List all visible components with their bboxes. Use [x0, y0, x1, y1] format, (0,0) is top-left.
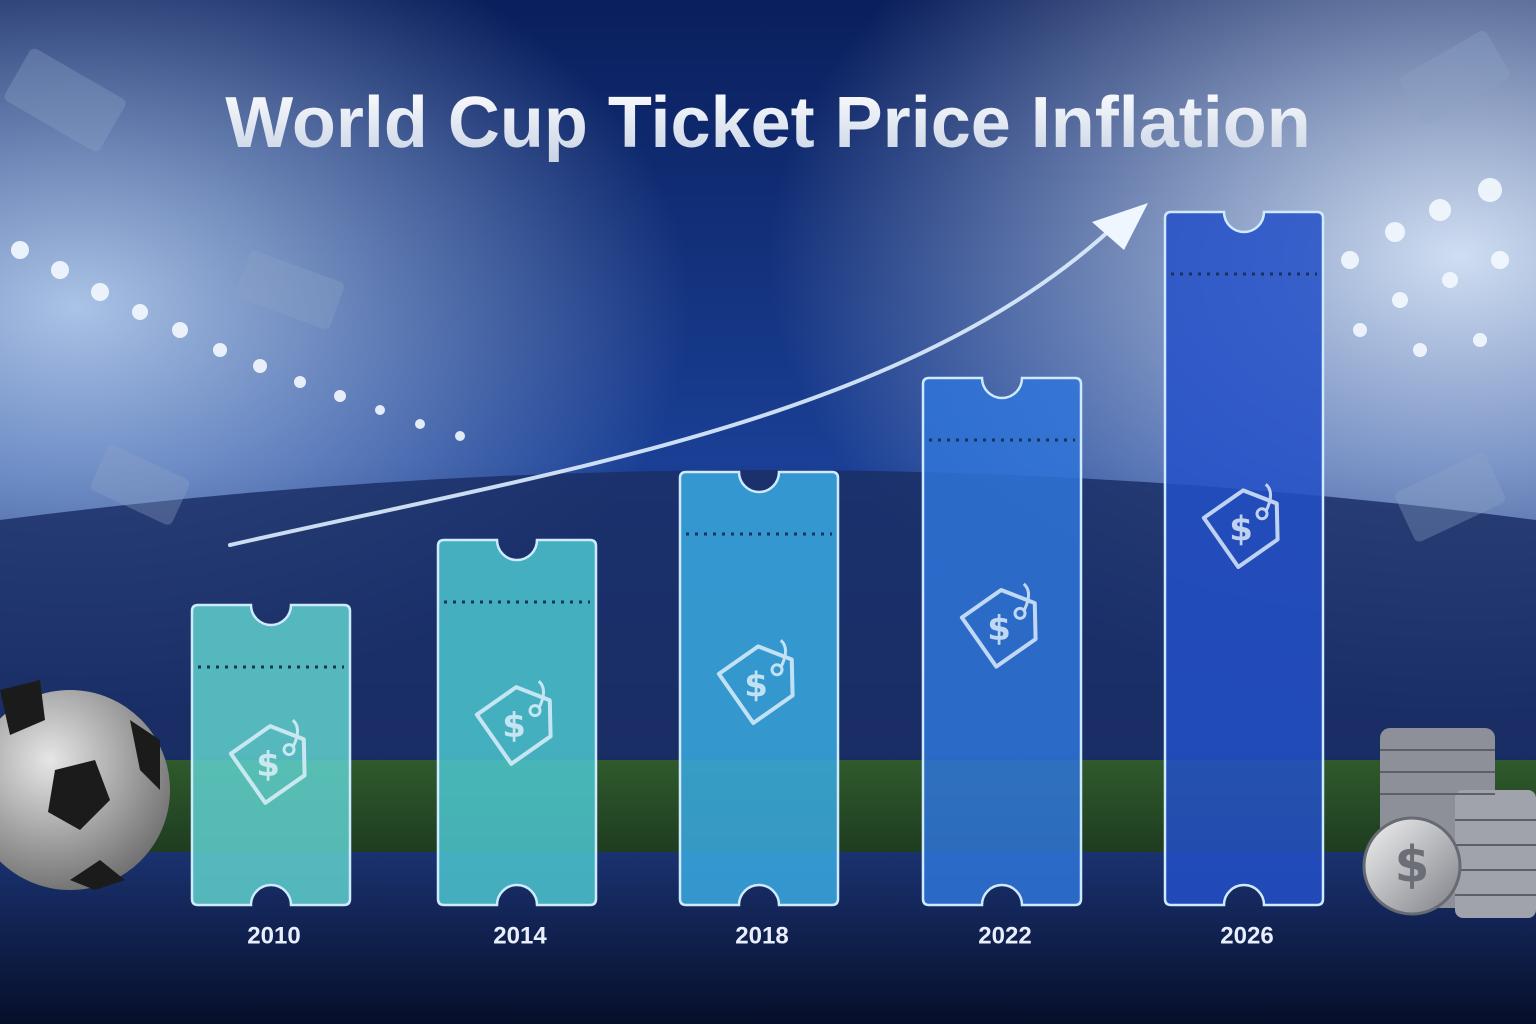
ball-pattern — [0, 680, 160, 890]
x-tick-label: 2018 — [735, 922, 788, 949]
x-tick-label: 2010 — [247, 922, 300, 949]
price-tag-icon: $ — [228, 718, 307, 805]
price-tag-string — [1264, 483, 1273, 512]
price-tag-hole — [1013, 606, 1027, 620]
floating-tickets — [4, 30, 1510, 542]
trend-arrow — [228, 228, 1112, 547]
price-tag-icon: $ — [474, 679, 553, 766]
dollar-icon: $ — [502, 706, 526, 746]
price-tag-hole — [1255, 507, 1269, 521]
stadium-lights — [11, 178, 1509, 441]
dollar-icon: $ — [987, 609, 1011, 649]
price-tag-string — [291, 718, 300, 748]
price-tag-outline — [474, 685, 553, 766]
dollar-icon: $ — [256, 745, 280, 785]
price-tag-outline — [228, 724, 307, 805]
bar — [1163, 210, 1325, 907]
x-tick-label: 2026 — [1220, 922, 1273, 949]
dollar-icon: $ — [744, 665, 768, 705]
price-tag-string — [1022, 582, 1031, 612]
x-tick-label: 2022 — [978, 922, 1031, 949]
chart-title: World Cup Ticket Price Inflation — [225, 83, 1310, 163]
price-tag-string — [537, 679, 546, 709]
price-tag-string — [779, 639, 788, 668]
bar — [678, 470, 840, 907]
price-tag-icon: $ — [716, 639, 795, 726]
svg-text:$: $ — [1395, 836, 1430, 894]
price-tag-icon: $ — [959, 582, 1038, 669]
price-tag-icon: $ — [1201, 483, 1280, 570]
price-tag-outline — [716, 644, 795, 726]
x-tick-label: 2014 — [493, 922, 547, 949]
bar — [436, 538, 598, 907]
dollar-icon: $ — [1229, 509, 1253, 549]
bar — [190, 603, 352, 907]
bar — [921, 376, 1083, 907]
coin-stack: $ — [1362, 728, 1536, 918]
price-tag-outline — [1201, 488, 1280, 570]
bars: $2010 $2014 $2018 $2022 $2026 — [190, 210, 1325, 949]
price-tag-outline — [959, 587, 1038, 669]
trend-arrowhead — [1092, 203, 1148, 250]
